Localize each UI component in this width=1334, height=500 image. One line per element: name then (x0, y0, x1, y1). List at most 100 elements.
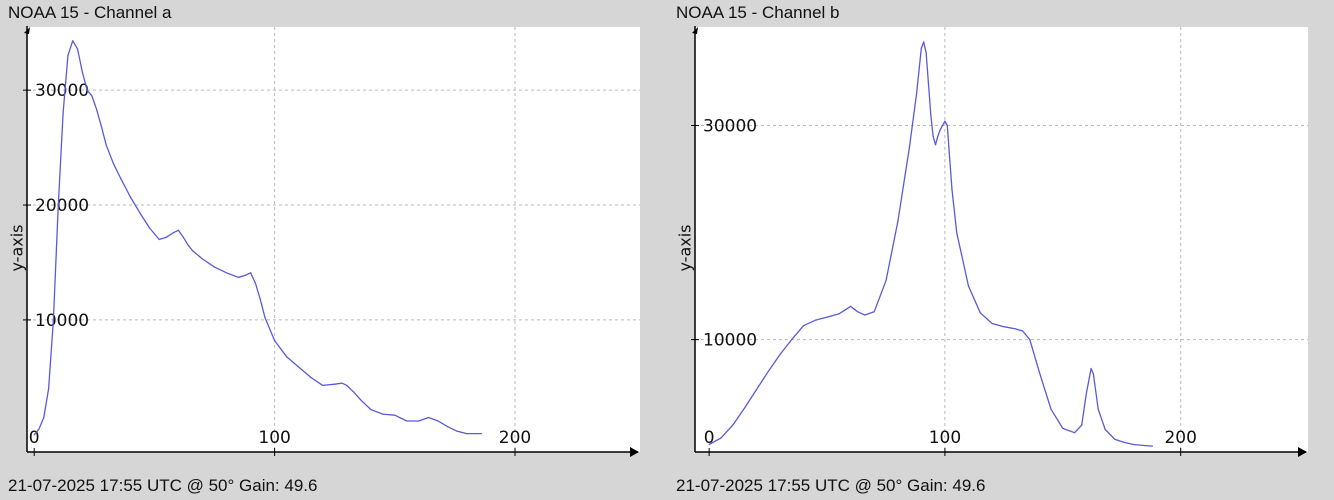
data-point (341, 382, 343, 384)
y-tick-label: 10000 (703, 331, 757, 351)
data-point (949, 157, 951, 159)
data-point (120, 178, 122, 180)
y-tick-label: 30000 (703, 116, 757, 136)
data-point (382, 413, 384, 415)
data-point (946, 124, 948, 127)
data-point (814, 319, 816, 321)
data-point (864, 314, 866, 316)
data-point (1003, 326, 1005, 328)
plot-area (695, 27, 1308, 452)
data-point (346, 384, 348, 386)
data-point (76, 48, 79, 50)
data-point (245, 274, 247, 276)
chart-plot-channel-b: 0 100 200 10000 30000 (691, 26, 1308, 457)
data-point (129, 196, 131, 198)
data-point (720, 437, 722, 439)
data-point (743, 407, 746, 409)
chart-footer: 21-07-2025 17:55 UTC @ 50° Gain: 49.6 (8, 476, 318, 495)
data-point (1050, 408, 1052, 410)
data-point (885, 280, 887, 282)
data-point (1092, 373, 1094, 375)
data-point (173, 232, 175, 234)
data-point (139, 212, 141, 214)
data-point (951, 189, 953, 191)
data-point (944, 120, 946, 122)
y-axis-label: y-axis (675, 224, 695, 272)
data-point (250, 272, 252, 274)
data-point (213, 266, 216, 268)
data-point (201, 258, 204, 260)
data-point (767, 371, 769, 373)
data-point (298, 366, 300, 368)
x-tick-label: 200 (499, 428, 531, 448)
data-point (360, 399, 362, 401)
data-point (826, 316, 828, 318)
data-point (1097, 408, 1099, 410)
data-point (838, 313, 840, 315)
data-point (480, 433, 482, 435)
data-point (979, 312, 981, 314)
data-point (920, 47, 922, 50)
data-point (57, 204, 59, 206)
series-line (708, 41, 1153, 447)
x-tick-label: 100 (258, 428, 290, 448)
data-point (149, 227, 151, 229)
data-point (475, 433, 478, 435)
data-point (791, 339, 793, 341)
data-point (322, 384, 324, 386)
data-point (406, 420, 408, 422)
data-point (930, 114, 932, 116)
data-point (86, 89, 88, 91)
chart-footer: 21-07-2025 17:55 UTC @ 50° Gain: 49.6 (676, 476, 986, 495)
data-point (33, 434, 35, 436)
data-point (427, 416, 430, 419)
data-point (1015, 328, 1017, 330)
data-point (62, 112, 64, 114)
data-point (927, 82, 929, 84)
data-point (956, 231, 958, 234)
data-point (1081, 424, 1083, 426)
data-point (447, 426, 449, 428)
data-point (1038, 371, 1040, 373)
data-point (934, 144, 937, 146)
data-point (81, 71, 83, 73)
data-point (310, 376, 312, 378)
data-point (732, 424, 734, 426)
data-point (873, 311, 875, 313)
y-tick-label: 10000 (35, 311, 89, 331)
y-tick-label: 30000 (35, 81, 89, 101)
data-point (237, 276, 240, 278)
chart-panel-channel-b: NOAA 15 - Channel b 0 100 200 10000 30000 y-… (668, 0, 1308, 500)
data-point (916, 92, 918, 94)
data-point (708, 443, 710, 446)
data-point (38, 428, 40, 430)
y-tick-label: 20000 (35, 196, 89, 216)
data-point (52, 319, 55, 321)
chart-panel-channel-a: NOAA 15 - Channel a 0 100 200 10000 20000 300… (0, 0, 640, 500)
data-point (755, 389, 757, 391)
data-point (857, 311, 859, 313)
data-point (274, 340, 276, 342)
data-point (67, 55, 69, 57)
chart-title: NOAA 15 - Channel b (676, 3, 840, 22)
data-point (850, 305, 852, 307)
data-point (225, 272, 228, 274)
data-point (1114, 438, 1116, 440)
data-point (802, 325, 805, 327)
x-tick-label: 200 (1164, 428, 1196, 448)
x-tick-label: 0 (29, 428, 40, 448)
data-point (177, 229, 179, 231)
data-point (897, 221, 899, 223)
data-point (264, 317, 266, 319)
data-point (72, 40, 74, 42)
data-point (779, 354, 781, 356)
y-axis-arrow (692, 27, 698, 34)
data-point (394, 414, 396, 416)
data-point (923, 41, 925, 43)
data-point (334, 383, 336, 385)
data-point (991, 322, 993, 325)
y-axis-arrow (24, 27, 30, 34)
data-point (1029, 339, 1031, 341)
plot-area (27, 27, 640, 452)
x-axis-arrow (1298, 447, 1307, 457)
